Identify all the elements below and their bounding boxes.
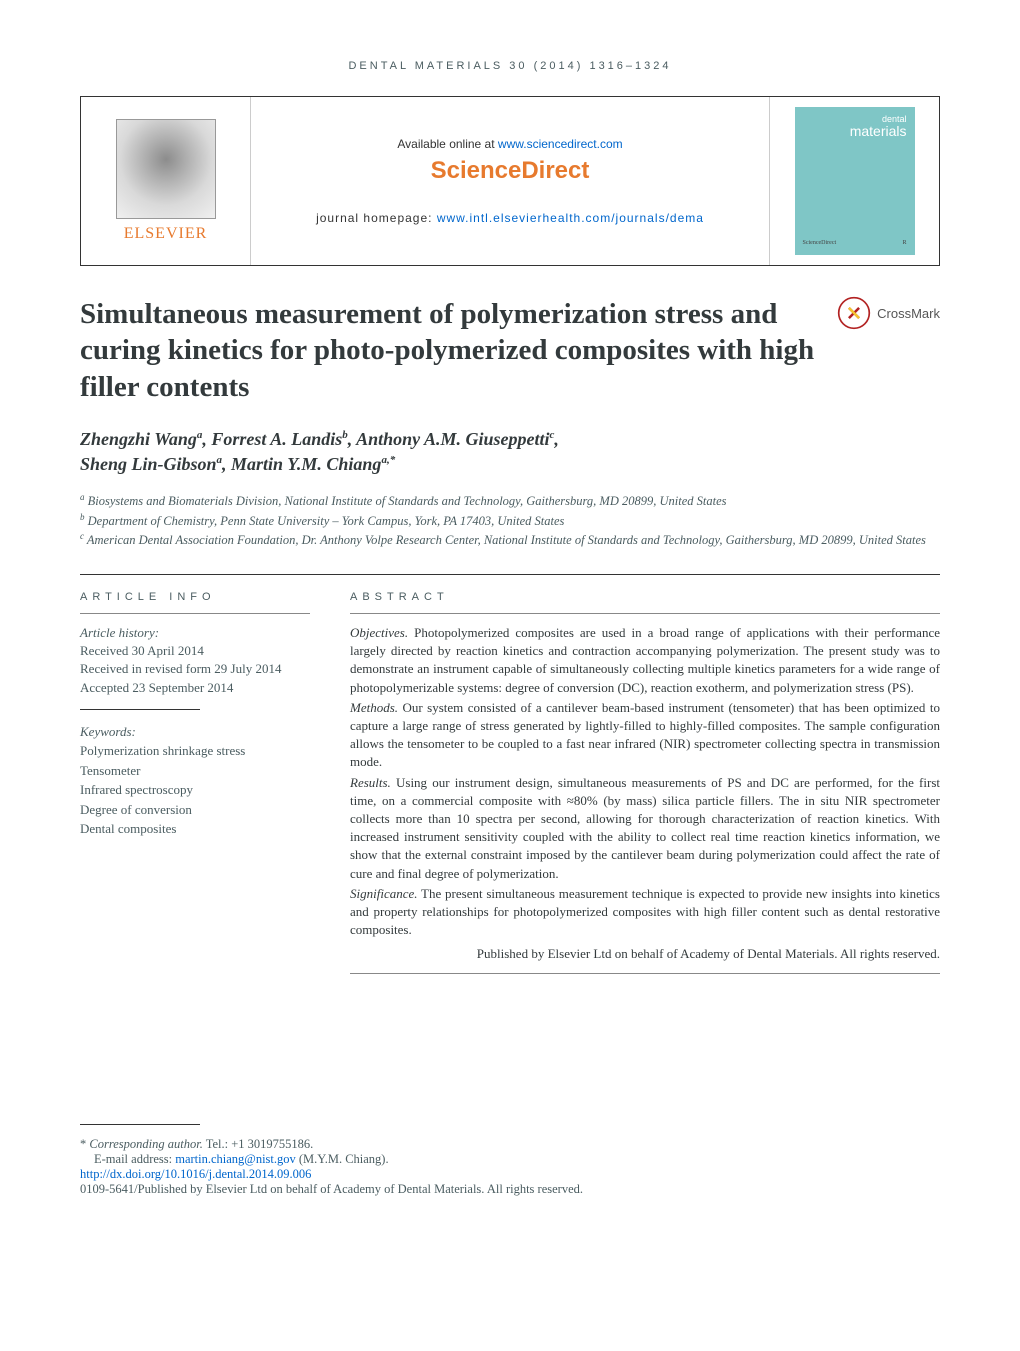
publisher-cell: ELSEVIER [81,97,251,265]
crossmark-label: CrossMark [877,306,940,321]
significance-label: Significance. [350,886,418,901]
corr-tel: Tel.: +1 3019755186. [203,1137,313,1151]
objectives-text: Photopolymerized composites are used in … [350,625,940,695]
results-text: Using our instrument design, simultaneou… [350,775,940,881]
methods-label: Methods. [350,700,398,715]
footer-rule [80,1124,200,1125]
keywords-label: Keywords: [80,722,310,742]
received-date: Received 30 April 2014 [80,642,310,660]
page-footer: * Corresponding author. Tel.: +1 3019755… [80,1124,940,1197]
author-2: , Forrest A. Landis [202,429,342,449]
elsevier-tree-icon [116,119,216,219]
author-3: , Anthony A.M. Giuseppetti [348,429,550,449]
author-5: , Martin Y.M. Chiang [222,454,381,474]
cover-footer-right-icon: R [902,240,906,246]
article-history: Article history: Received 30 April 2014 … [80,624,310,697]
sciencedirect-brand: ScienceDirect [431,157,590,185]
article-info-heading: ARTICLE INFO [80,591,310,603]
corr-label: Corresponding author. [89,1137,202,1151]
journal-cover-big: materials [850,123,907,139]
sciencedirect-link[interactable]: www.sciencedirect.com [498,137,623,151]
affiliations-block: a Biosystems and Biomaterials Division, … [80,491,940,550]
affiliation-a-text: Biosystems and Biomaterials Division, Na… [85,494,727,508]
article-info-divider [80,613,310,614]
keyword-item: Dental composites [80,819,310,839]
affiliation-a: a Biosystems and Biomaterials Division, … [80,491,940,511]
divider-top [80,574,940,575]
corresponding-author-line: * Corresponding author. Tel.: +1 3019755… [80,1137,940,1152]
abstract-divider [350,613,940,614]
objectives-label: Objectives. [350,625,408,640]
crossmark-icon [837,296,871,330]
running-header: DENTAL MATERIALS 30 (2014) 1316–1324 [80,60,940,72]
abstract-objectives: Objectives. Photopolymerized composites … [350,624,940,697]
keywords-block: Keywords: Polymerization shrinkage stres… [80,722,310,839]
affiliation-b-text: Department of Chemistry, Penn State Univ… [85,514,565,528]
doi-link[interactable]: http://dx.doi.org/10.1016/j.dental.2014.… [80,1167,311,1181]
significance-text: The present simultaneous measurement tec… [350,886,940,937]
article-title: Simultaneous measurement of polymerizati… [80,296,817,405]
journal-cover-title: dental materials [803,115,907,138]
keyword-item: Infrared spectroscopy [80,780,310,800]
cover-footer-left: ScienceDirect [803,240,837,246]
issn-line: 0109-5641/Published by Elsevier Ltd on b… [80,1182,940,1197]
doi-line: http://dx.doi.org/10.1016/j.dental.2014.… [80,1167,940,1182]
publisher-label: ELSEVIER [124,225,208,243]
corr-star: * [80,1137,89,1151]
abstract-column: ABSTRACT Objectives. Photopolymerized co… [350,591,940,984]
email-label: E-mail address: [94,1152,175,1166]
masthead-middle: Available online at www.sciencedirect.co… [251,97,769,265]
affiliation-c: c American Dental Association Foundation… [80,530,940,550]
abstract-significance: Significance. The present simultaneous m… [350,885,940,940]
keyword-item: Tensometer [80,761,310,781]
available-online-line: Available online at www.sciencedirect.co… [397,137,622,151]
accepted-date: Accepted 23 September 2014 [80,679,310,697]
abstract-pubnote: Published by Elsevier Ltd on behalf of A… [350,945,940,963]
results-label: Results. [350,775,391,790]
title-row: Simultaneous measurement of polymerizati… [80,296,940,405]
journal-cover: dental materials ScienceDirect R [795,107,915,255]
article-info-column: ARTICLE INFO Article history: Received 3… [80,591,310,984]
methods-text: Our system consisted of a cantilever bea… [350,700,940,770]
affiliation-b: b Department of Chemistry, Penn State Un… [80,511,940,531]
homepage-line: journal homepage: www.intl.elsevierhealt… [316,211,704,225]
email-line: E-mail address: martin.chiang@nist.gov (… [80,1152,940,1167]
affiliation-c-text: American Dental Association Foundation, … [84,534,926,548]
abstract-methods: Methods. Our system consisted of a canti… [350,699,940,772]
keyword-item: Polymerization shrinkage stress [80,741,310,761]
history-end-rule [80,709,200,710]
author-1: Zhengzhi Wang [80,429,197,449]
journal-cover-cell: dental materials ScienceDirect R [769,97,939,265]
author-4: Sheng Lin-Gibson [80,454,217,474]
page-container: DENTAL MATERIALS 30 (2014) 1316–1324 ELS… [0,0,1020,1247]
author-line1-end: , [554,429,559,449]
corr-email-link[interactable]: martin.chiang@nist.gov [175,1152,296,1166]
masthead: ELSEVIER Available online at www.science… [80,96,940,266]
authors-block: Zhengzhi Wanga, Forrest A. Landisb, Anth… [80,427,940,477]
keyword-item: Degree of conversion [80,800,310,820]
info-abstract-row: ARTICLE INFO Article history: Received 3… [80,591,940,984]
homepage-prefix: journal homepage: [316,211,437,225]
article-history-label: Article history: [80,624,310,642]
journal-cover-footer: ScienceDirect R [803,237,907,249]
journal-homepage-link[interactable]: www.intl.elsevierhealth.com/journals/dem… [437,211,704,225]
abstract-heading: ABSTRACT [350,591,940,603]
abstract-results: Results. Using our instrument design, si… [350,774,940,883]
email-suffix: (M.Y.M. Chiang). [296,1152,389,1166]
abstract-body: Objectives. Photopolymerized composites … [350,624,940,963]
abstract-end-rule [350,973,940,974]
revised-date: Received in revised form 29 July 2014 [80,660,310,678]
crossmark-badge[interactable]: CrossMark [837,296,940,330]
available-prefix: Available online at [397,137,498,151]
author-5-affil: a,* [381,454,395,466]
